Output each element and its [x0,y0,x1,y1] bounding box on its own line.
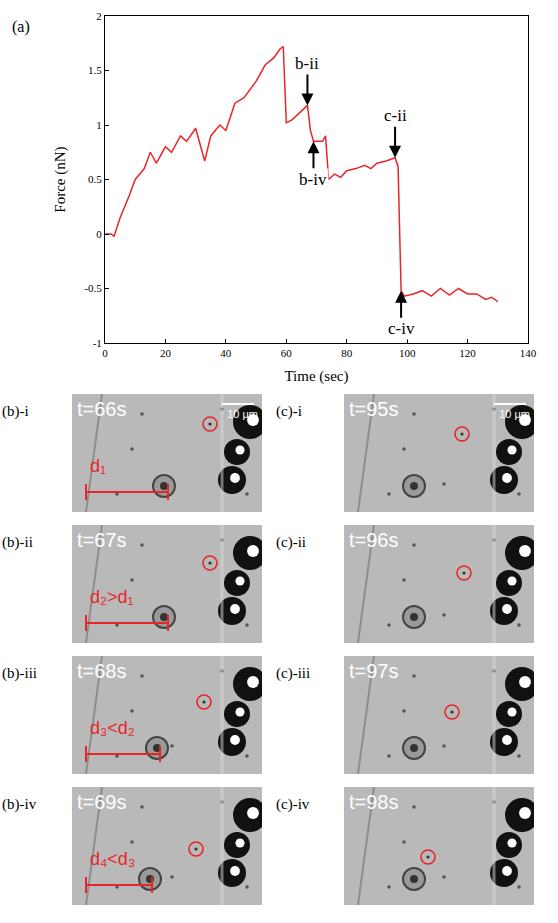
svg-text:0.5: 0.5 [88,173,102,185]
svg-text:80: 80 [341,347,353,359]
svg-text:(c)-ii: (c)-ii [276,534,306,551]
svg-text:-0.5: -0.5 [84,282,102,294]
svg-text:(b)-iii: (b)-iii [2,665,37,682]
svg-text:t=98s: t=98s [349,791,398,813]
svg-text:d₁: d₁ [90,456,106,476]
svg-text:d₃<d₂: d₃<d₂ [90,718,135,738]
svg-text:(b)-iv: (b)-iv [2,796,37,813]
svg-text:c-ii: c-ii [384,106,407,125]
svg-text:t=97s: t=97s [349,660,398,682]
svg-text:40: 40 [220,347,232,359]
svg-text:1.5: 1.5 [88,64,102,76]
svg-text:0: 0 [96,228,102,240]
svg-text:d₂>d₁: d₂>d₁ [90,587,134,607]
svg-text:2: 2 [96,10,102,22]
svg-text:(c)-i: (c)-i [276,403,302,420]
svg-text:(c)-iv: (c)-iv [276,796,310,813]
svg-text:t=69s: t=69s [77,791,126,813]
svg-text:100: 100 [399,347,416,359]
svg-text:-1: -1 [93,337,102,349]
svg-text:1: 1 [96,119,102,131]
svg-text:t=68s: t=68s [77,660,126,682]
svg-text:10 μm: 10 μm [499,408,530,420]
svg-text:(b)-ii: (b)-ii [2,534,33,551]
svg-text:Time (sec): Time (sec) [284,368,348,385]
svg-text:140: 140 [520,347,537,359]
svg-text:t=95s: t=95s [349,398,398,420]
svg-text:b-iv: b-iv [299,170,327,189]
svg-text:(a): (a) [12,18,30,36]
svg-text:120: 120 [459,347,476,359]
svg-text:c-iv: c-iv [388,319,415,338]
svg-text:b-ii: b-ii [295,54,319,73]
svg-text:10 μm: 10 μm [227,408,258,420]
svg-text:t=66s: t=66s [77,398,126,420]
svg-text:0: 0 [102,347,108,359]
svg-text:d₄<d₃: d₄<d₃ [90,849,135,869]
svg-text:60: 60 [281,347,293,359]
svg-text:(b)-i: (b)-i [2,403,29,420]
svg-text:t=67s: t=67s [77,529,126,551]
svg-text:20: 20 [160,347,172,359]
svg-text:(c)-iii: (c)-iii [276,665,310,682]
svg-text:Force (nN): Force (nN) [52,146,69,212]
svg-text:t=96s: t=96s [349,529,398,551]
